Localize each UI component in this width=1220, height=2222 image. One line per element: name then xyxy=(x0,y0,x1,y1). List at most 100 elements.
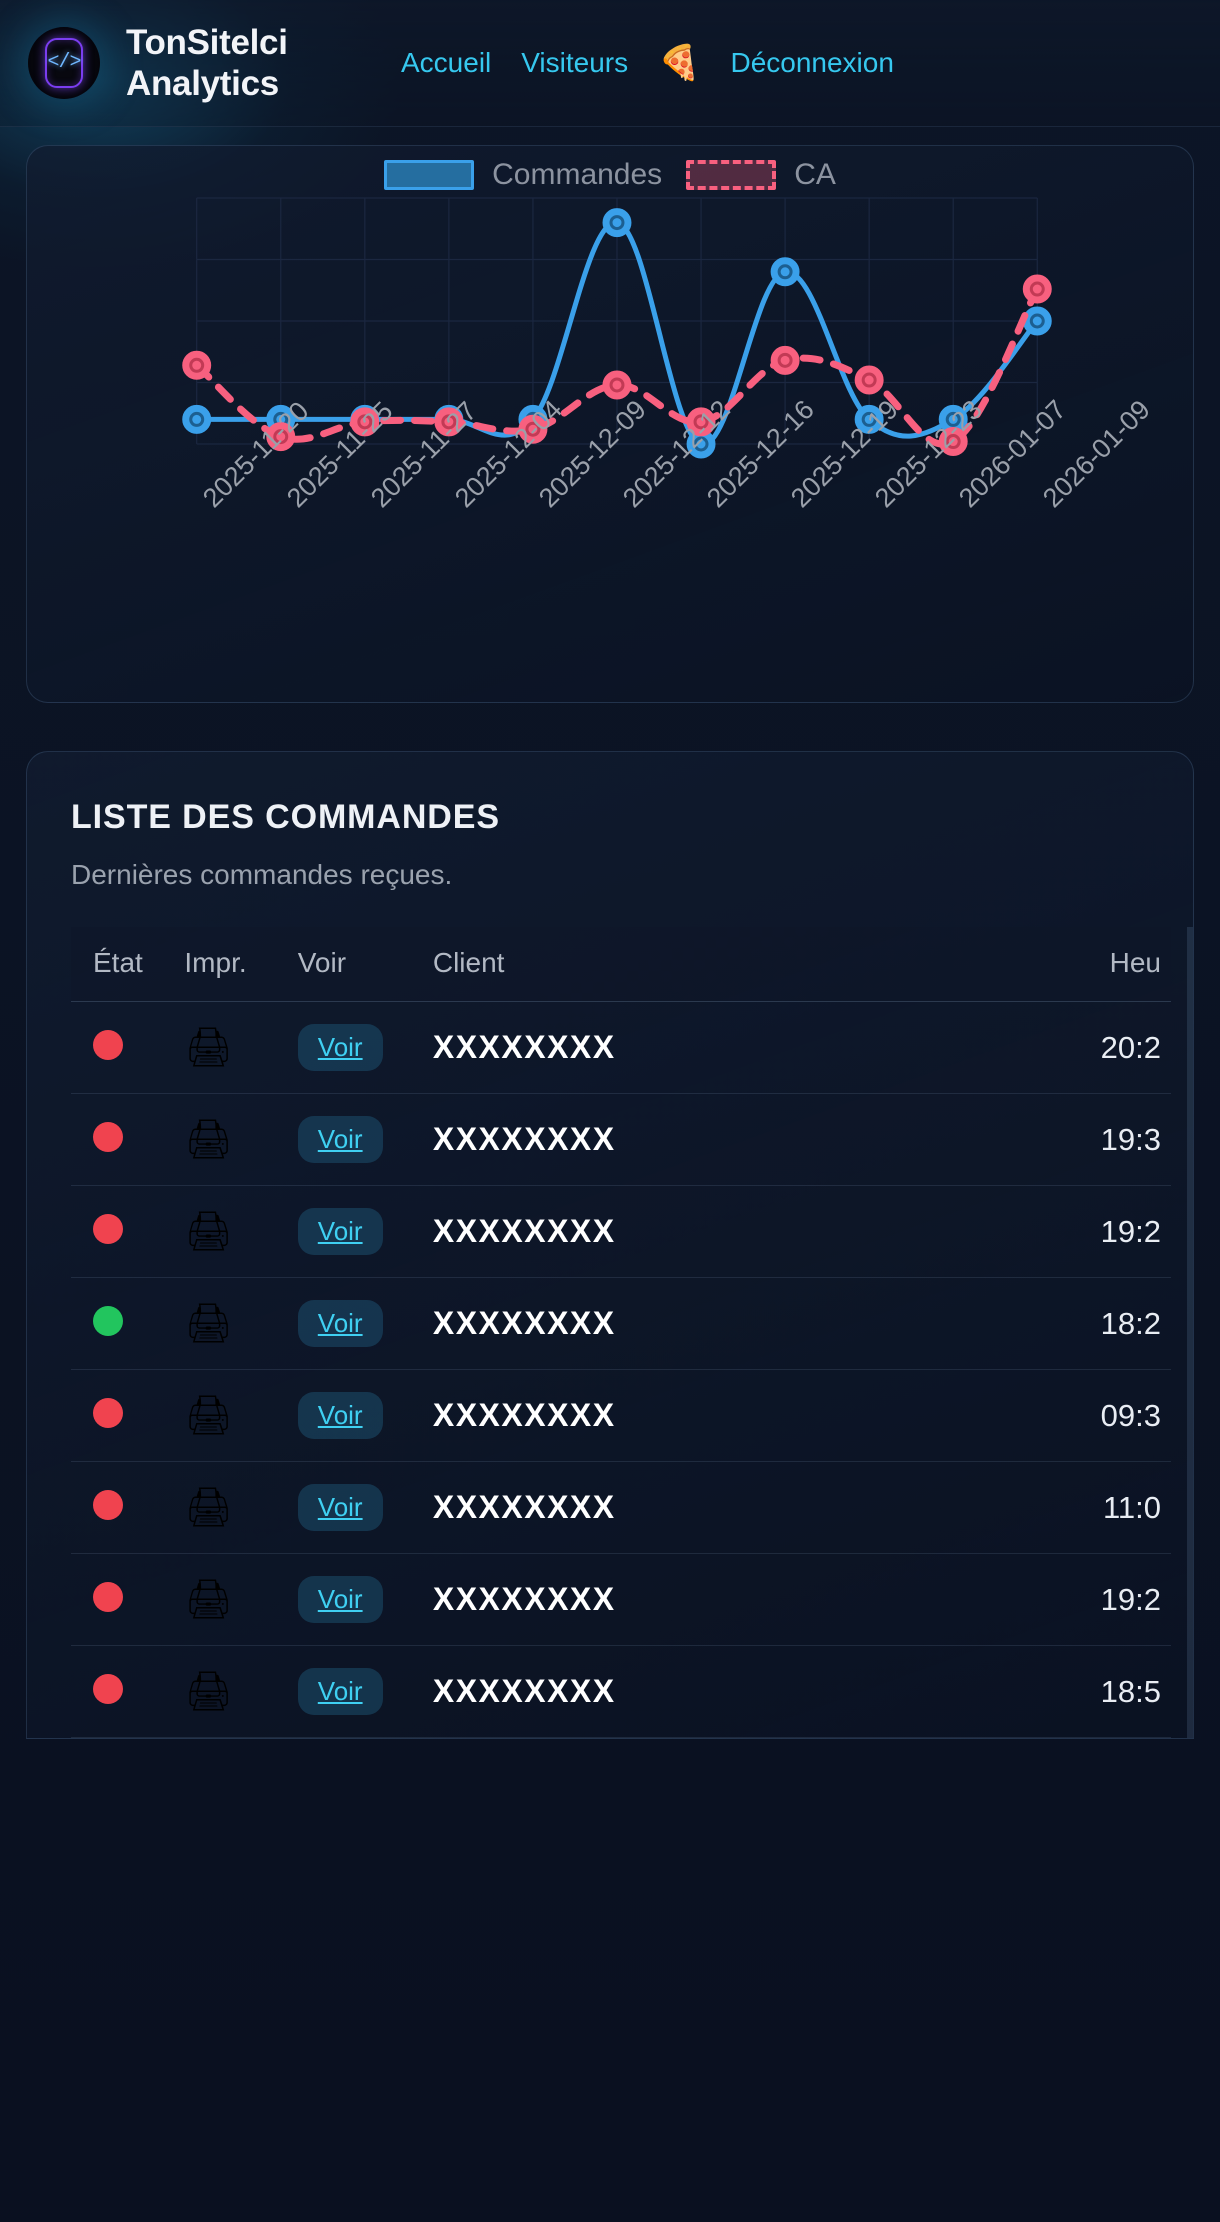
status-badge xyxy=(93,1306,123,1336)
view-order-button[interactable]: Voir xyxy=(297,1300,383,1347)
order-status-cell xyxy=(71,1553,185,1646)
status-badge xyxy=(93,1214,123,1244)
orders-card: LISTE DES COMMANDES Dernières commandes … xyxy=(26,751,1194,1739)
table-row[interactable]: 🖨 Voir XXXXXXXX 19:2 xyxy=(71,1553,1171,1646)
order-time: 11:0 xyxy=(830,1461,1171,1554)
print-cell[interactable]: 🖨 xyxy=(184,1645,298,1738)
status-badge xyxy=(93,1582,123,1612)
table-row[interactable]: 🖨 Voir XXXXXXXX 19:2 xyxy=(71,1185,1171,1278)
order-status-cell xyxy=(71,1277,185,1370)
orders-table-wrap[interactable]: État Impr. Voir Client Heu 🖨 Voir XXXXXXXX… xyxy=(71,927,1193,1738)
legend-label-commandes: Commandes xyxy=(492,158,663,191)
order-time: 19:3 xyxy=(830,1093,1171,1186)
view-order-button[interactable]: Voir xyxy=(297,1208,383,1255)
order-time: 20:2 xyxy=(830,1001,1171,1094)
status-badge xyxy=(93,1122,123,1152)
logout-link[interactable]: Déconnexion xyxy=(730,47,894,78)
col-header-impr[interactable]: Impr. xyxy=(184,927,298,1002)
legend-swatch-commandes xyxy=(384,160,475,190)
client-name: XXXXXXXX xyxy=(416,1553,831,1646)
orders-revenue-line-chart xyxy=(182,197,1052,459)
printer-icon[interactable]: 🖨 xyxy=(184,1118,233,1161)
col-header-voir[interactable]: Voir xyxy=(297,927,417,1002)
client-name: XXXXXXXX xyxy=(416,1645,831,1738)
view-cell: Voir xyxy=(297,1553,417,1646)
print-cell[interactable]: 🖨 xyxy=(184,1553,298,1646)
view-order-button[interactable]: Voir xyxy=(297,1668,383,1715)
order-status-cell xyxy=(71,1001,185,1094)
chart-x-axis-labels: 2025-11-20 2025-11-25 2025-11-27 2025-12-04… xyxy=(27,394,1193,686)
print-cell[interactable]: 🖨 xyxy=(184,1277,298,1370)
print-cell[interactable]: 🖨 xyxy=(184,1185,298,1278)
chart-legend: Commandes CA xyxy=(27,146,1193,208)
table-scrollbar[interactable] xyxy=(1187,927,1193,1738)
printer-icon[interactable]: 🖨 xyxy=(184,1394,233,1437)
orders-table: État Impr. Voir Client Heu 🖨 Voir XXXXXXXX… xyxy=(71,927,1171,1738)
printer-icon[interactable]: 🖨 xyxy=(184,1486,233,1529)
client-name: XXXXXXXX xyxy=(416,1369,831,1462)
table-row[interactable]: 🖨 Voir XXXXXXXX 18:5 xyxy=(71,1645,1171,1738)
table-row[interactable]: 🖨 Voir XXXXXXXX 09:3 xyxy=(71,1369,1171,1462)
pizza-icon: 🍕 xyxy=(658,44,701,82)
nav-accueil[interactable]: Accueil xyxy=(401,47,492,78)
printer-icon[interactable]: 🖨 xyxy=(184,1302,233,1345)
status-badge xyxy=(93,1490,123,1520)
view-order-button[interactable]: Voir xyxy=(297,1116,383,1163)
col-header-heure[interactable]: Heu xyxy=(830,927,1171,1002)
table-row[interactable]: 🖨 Voir XXXXXXXX 11:0 xyxy=(71,1461,1171,1554)
status-badge xyxy=(93,1398,123,1428)
col-header-client[interactable]: Client xyxy=(416,927,831,1002)
chart-card: Commandes CA 2025-11-20 2025-11-25 2025-11… xyxy=(26,145,1194,703)
table-row[interactable]: 🖨 Voir XXXXXXXX 19:3 xyxy=(71,1093,1171,1186)
code-icon: </> xyxy=(45,38,83,88)
code-icon-glyph: </> xyxy=(47,51,81,74)
print-cell[interactable]: 🖨 xyxy=(184,1461,298,1554)
col-header-etat[interactable]: État xyxy=(71,927,185,1002)
print-cell[interactable]: 🖨 xyxy=(184,1001,298,1094)
orders-table-head: État Impr. Voir Client Heu xyxy=(71,927,1171,1002)
status-badge xyxy=(93,1030,123,1060)
printer-icon[interactable]: 🖨 xyxy=(184,1026,233,1069)
orders-subtitle: Dernières commandes reçues. xyxy=(71,859,453,890)
order-status-cell xyxy=(71,1645,185,1738)
order-status-cell xyxy=(71,1369,185,1462)
table-row[interactable]: 🖨 Voir XXXXXXXX 18:2 xyxy=(71,1277,1171,1370)
order-time: 18:5 xyxy=(830,1645,1171,1738)
client-name: XXXXXXXX xyxy=(416,1277,831,1370)
main-nav: Accueil Visiteurs 🍕 Déconnexion xyxy=(401,46,894,80)
view-order-button[interactable]: Voir xyxy=(297,1024,383,1071)
view-order-button[interactable]: Voir xyxy=(297,1576,383,1623)
view-cell: Voir xyxy=(297,1461,417,1554)
client-name: XXXXXXXX xyxy=(416,1001,831,1094)
view-cell: Voir xyxy=(297,1369,417,1462)
order-time: 09:3 xyxy=(830,1369,1171,1462)
print-cell[interactable]: 🖨 xyxy=(184,1093,298,1186)
orders-table-body: 🖨 Voir XXXXXXXX 20:2 🖨 Voir XXXXXXXX 19:3 🖨 Voir X… xyxy=(71,1001,1171,1738)
print-cell[interactable]: 🖨 xyxy=(184,1369,298,1462)
table-row[interactable]: 🖨 Voir XXXXXXXX 20:2 xyxy=(71,1001,1171,1094)
printer-icon[interactable]: 🖨 xyxy=(184,1670,233,1713)
view-order-button[interactable]: Voir xyxy=(297,1484,383,1531)
view-cell: Voir xyxy=(297,1277,417,1370)
client-name: XXXXXXXX xyxy=(416,1185,831,1278)
client-name: XXXXXXXX xyxy=(416,1461,831,1554)
order-time: 19:2 xyxy=(830,1185,1171,1278)
status-badge xyxy=(93,1674,123,1704)
view-cell: Voir xyxy=(297,1645,417,1738)
page-title: TonSitelci Analytics xyxy=(126,22,288,103)
orders-title: LISTE DES COMMANDES xyxy=(71,798,500,836)
order-time: 18:2 xyxy=(830,1277,1171,1370)
legend-swatch-ca xyxy=(686,160,777,190)
order-status-cell xyxy=(71,1461,185,1554)
printer-icon[interactable]: 🖨 xyxy=(184,1210,233,1253)
view-order-button[interactable]: Voir xyxy=(297,1392,383,1439)
order-status-cell xyxy=(71,1185,185,1278)
printer-icon[interactable]: 🖨 xyxy=(184,1578,233,1621)
nav-visiteurs[interactable]: Visiteurs xyxy=(521,47,629,78)
order-time: 19:2 xyxy=(830,1553,1171,1646)
legend-item-commandes[interactable]: Commandes xyxy=(384,158,662,192)
order-status-cell xyxy=(71,1093,185,1186)
view-cell: Voir xyxy=(297,1185,417,1278)
legend-item-ca[interactable]: CA xyxy=(686,158,836,192)
table-header-row: État Impr. Voir Client Heu xyxy=(71,927,1171,1002)
